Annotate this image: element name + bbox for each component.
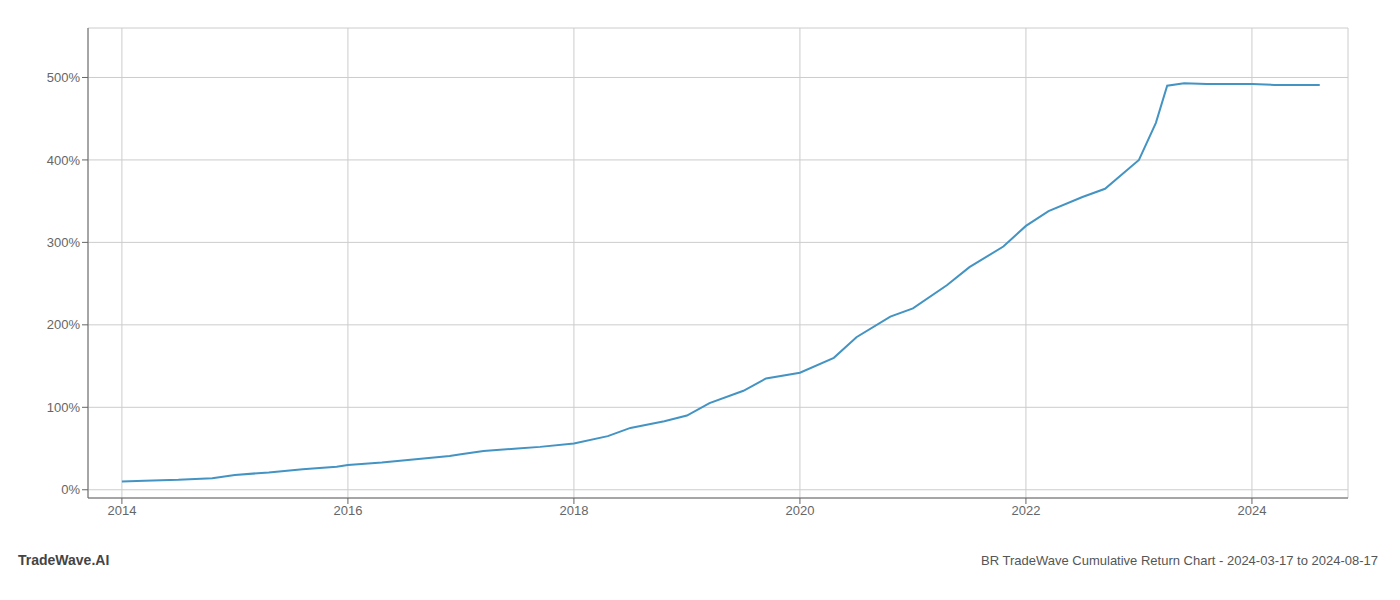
svg-text:2016: 2016 [333, 503, 362, 518]
svg-text:2022: 2022 [1011, 503, 1040, 518]
svg-text:2018: 2018 [559, 503, 588, 518]
svg-text:100%: 100% [47, 400, 81, 415]
svg-text:2014: 2014 [107, 503, 136, 518]
html-text:TradeWave.AI: TradeWave.AI [18, 552, 110, 568]
svg-text:400%: 400% [47, 153, 81, 168]
html-text:BR TradeWave Cumulative Return: BR TradeWave Cumulative Return Chart - 2… [981, 552, 1378, 568]
svg-text:500%: 500% [47, 70, 81, 85]
svg-text:200%: 200% [47, 317, 81, 332]
svg-text:0%: 0% [61, 482, 80, 497]
svg-text:2024: 2024 [1237, 503, 1266, 518]
svg-text:300%: 300% [47, 235, 81, 250]
svg-text:2020: 2020 [785, 503, 814, 518]
